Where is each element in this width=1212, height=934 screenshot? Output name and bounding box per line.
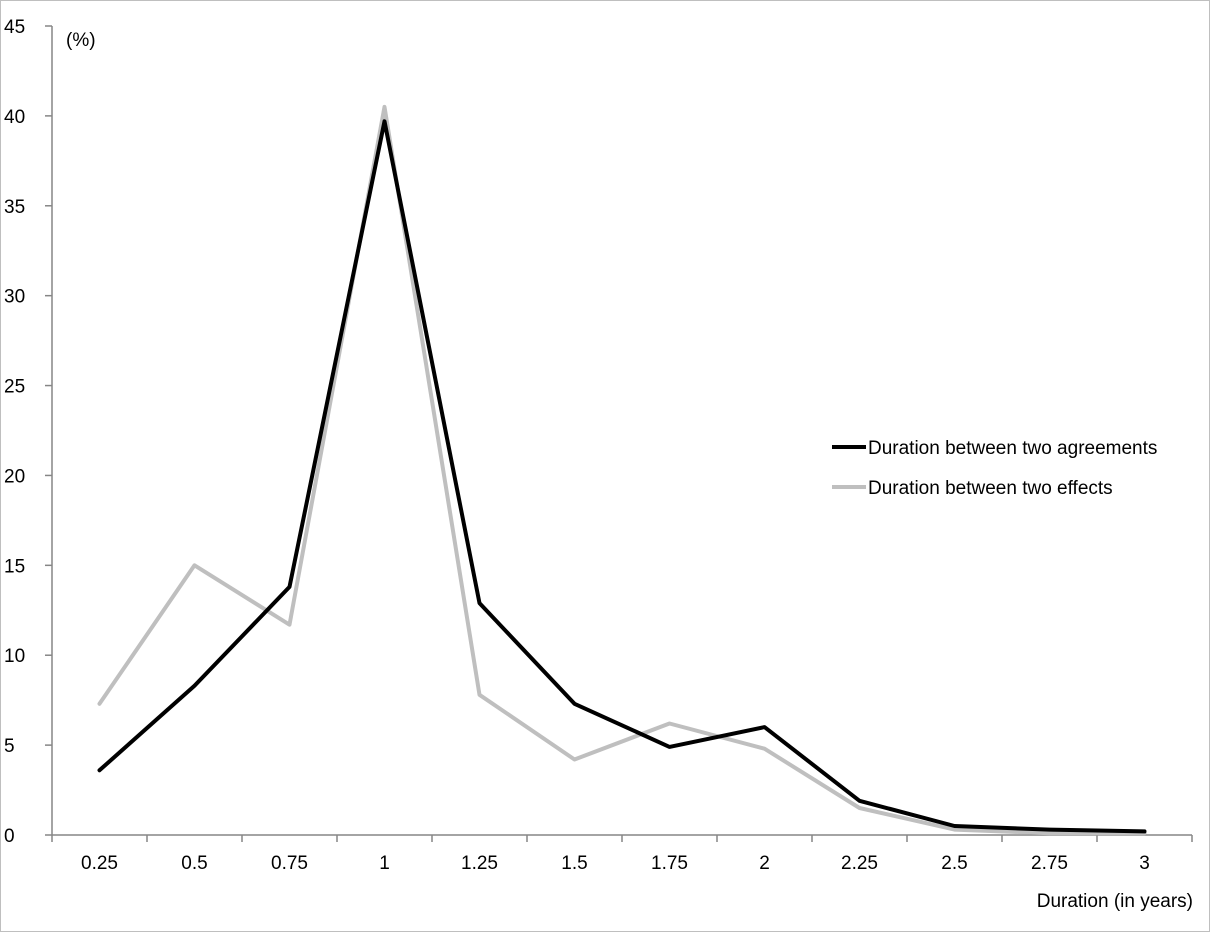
legend: Duration between two agreements Duration … — [832, 438, 1157, 499]
x-tick-label: 1 — [379, 853, 390, 874]
y-tick-label: 15 — [4, 556, 25, 577]
x-tick-label: 3 — [1139, 853, 1150, 874]
y-axis-label: (%) — [66, 30, 96, 51]
x-tick-label: 2.75 — [1031, 853, 1068, 874]
y-tick-label: 0 — [4, 826, 15, 847]
legend-label-1: Duration between two agreements — [868, 438, 1157, 459]
y-tick-label: 5 — [4, 736, 15, 757]
y-tick-label: 40 — [4, 107, 25, 128]
x-tick-label: 1.25 — [461, 853, 498, 874]
x-axis-ticks: 0.25 0.5 0.75 1 1.25 1.5 1.75 2 2.25 2.5 2.75 3 — [51, 835, 1193, 874]
x-axis-label: Duration (in years) — [1037, 891, 1193, 912]
legend-label-2: Duration between two effects — [868, 478, 1113, 499]
y-tick-label: 30 — [4, 287, 25, 308]
y-tick-label: 20 — [4, 466, 25, 487]
x-tick-label: 0.75 — [271, 853, 308, 874]
y-tick-label: 35 — [4, 197, 25, 218]
x-tick-label: 2 — [759, 853, 770, 874]
x-tick-label: 0.25 — [81, 853, 118, 874]
series-layer — [97, 104, 1147, 836]
series-line-1 — [97, 119, 1147, 834]
x-tick-label: 1.5 — [561, 853, 587, 874]
y-axis-ticks: 0 5 10 15 20 25 30 35 40 45 — [4, 17, 52, 847]
x-tick-label: 0.5 — [181, 853, 207, 874]
y-tick-label: 25 — [4, 377, 25, 398]
x-tick-label: 2.25 — [841, 853, 878, 874]
x-tick-label: 2.5 — [941, 853, 967, 874]
y-tick-label: 10 — [4, 646, 25, 667]
series-line-2 — [97, 104, 1147, 836]
y-tick-label: 45 — [4, 17, 25, 38]
x-tick-label: 1.75 — [651, 853, 688, 874]
axes — [51, 26, 1192, 836]
